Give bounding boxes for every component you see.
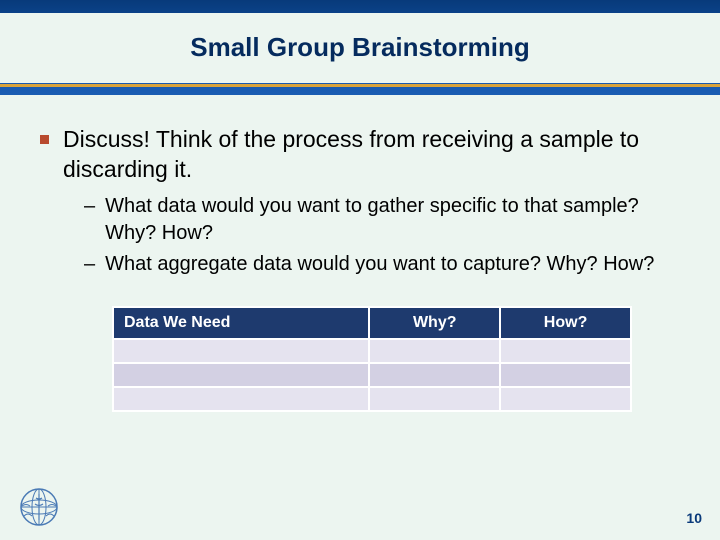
bullet-square-icon xyxy=(40,135,49,144)
who-logo-icon xyxy=(18,486,60,528)
sub-bullet-text: What data would you want to gather speci… xyxy=(105,193,680,247)
sub-bullet-row: – What data would you want to gather spe… xyxy=(84,193,680,247)
table-header: Why? xyxy=(369,307,500,339)
table-wrapper: Data We Need Why? How? xyxy=(112,306,632,412)
slide-title: Small Group Brainstorming xyxy=(190,32,530,63)
data-table: Data We Need Why? How? xyxy=(112,306,632,412)
accent-line xyxy=(0,84,720,87)
table-row xyxy=(113,363,631,387)
main-bullet-row: Discuss! Think of the process from recei… xyxy=(40,125,680,185)
table-header: How? xyxy=(500,307,631,339)
table-row xyxy=(113,387,631,411)
dash-icon: – xyxy=(84,193,95,220)
main-bullet-text: Discuss! Think of the process from recei… xyxy=(63,125,680,185)
table-header-row: Data We Need Why? How? xyxy=(113,307,631,339)
table-header: Data We Need xyxy=(113,307,369,339)
sub-bullet-list: – What data would you want to gather spe… xyxy=(84,193,680,278)
page-number: 10 xyxy=(686,510,702,526)
table-row xyxy=(113,339,631,363)
title-band: Small Group Brainstorming xyxy=(0,0,720,95)
sub-bullet-text: What aggregate data would you want to ca… xyxy=(105,251,654,278)
sub-bullet-row: – What aggregate data would you want to … xyxy=(84,251,680,278)
dash-icon: – xyxy=(84,251,95,278)
title-inner: Small Group Brainstorming xyxy=(0,13,720,83)
content-area: Discuss! Think of the process from recei… xyxy=(0,95,720,412)
